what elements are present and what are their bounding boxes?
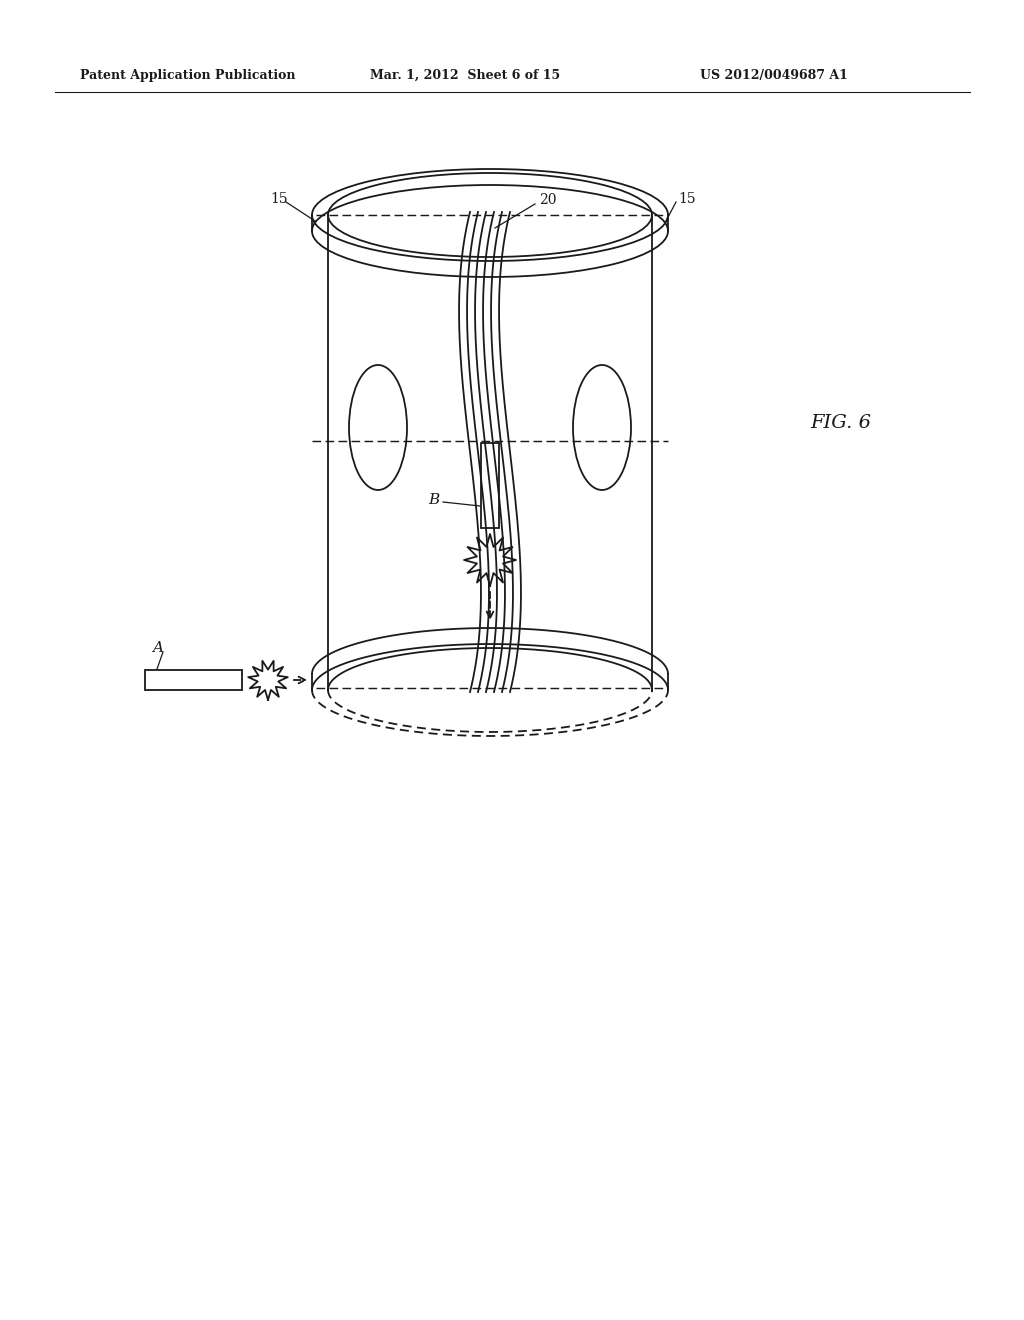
Text: Mar. 1, 2012  Sheet 6 of 15: Mar. 1, 2012 Sheet 6 of 15 [370, 69, 560, 82]
Text: A: A [152, 642, 163, 655]
Text: Patent Application Publication: Patent Application Publication [80, 69, 296, 82]
Text: 20: 20 [539, 193, 556, 207]
Text: 15: 15 [678, 191, 695, 206]
Text: FIG. 6: FIG. 6 [810, 413, 871, 432]
Text: 15: 15 [270, 191, 288, 206]
Text: US 2012/0049687 A1: US 2012/0049687 A1 [700, 69, 848, 82]
Text: B: B [428, 492, 439, 507]
